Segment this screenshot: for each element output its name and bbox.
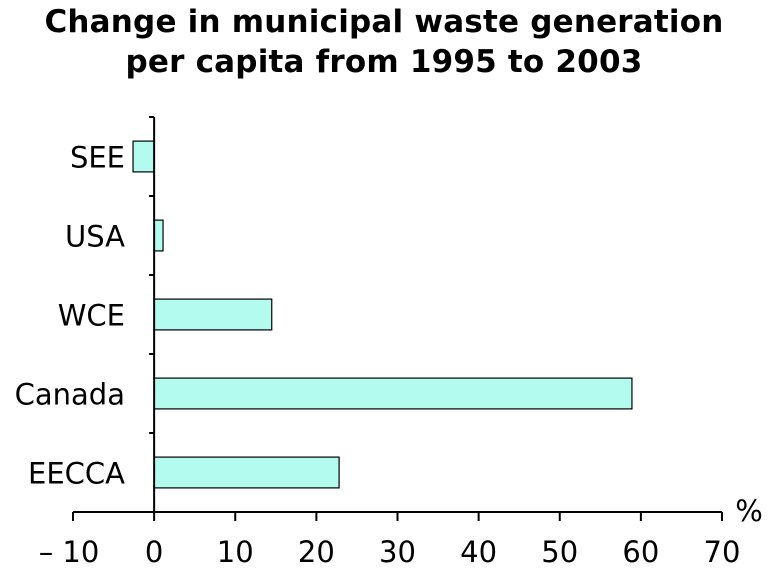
x-axis-unit-label: % bbox=[735, 494, 763, 528]
x-tick-label: 60 bbox=[622, 535, 659, 568]
bar-usa bbox=[153, 219, 164, 252]
bar-canada bbox=[153, 377, 633, 410]
bars-layer bbox=[132, 140, 633, 489]
x-tick-label: 40 bbox=[460, 535, 497, 568]
chart-title-line-1: Change in municipal waste generation bbox=[44, 4, 724, 40]
category-label-see: SEE bbox=[70, 141, 125, 175]
category-label-usa: USA bbox=[65, 220, 125, 254]
bar-eecca bbox=[153, 456, 340, 489]
category-label-canada: Canada bbox=[15, 378, 125, 412]
axes-layer bbox=[72, 116, 723, 521]
x-tick-label: 50 bbox=[541, 535, 578, 568]
category-label-eecca: EECCA bbox=[28, 457, 125, 491]
category-label-wce: WCE bbox=[58, 299, 125, 333]
labels-layer: SEE USA WCE Canada EECCA – 10 0 10 20 30 40 50 60 70% bbox=[15, 141, 763, 568]
x-tick-label: 30 bbox=[379, 535, 416, 568]
x-tick-label: – 10 bbox=[39, 535, 100, 568]
chart-title-line-2: per capita from 1995 to 2003 bbox=[125, 44, 643, 80]
x-tick-label: 70 bbox=[704, 535, 741, 568]
x-tick-label: 0 bbox=[145, 535, 163, 568]
x-tick-label: 20 bbox=[298, 535, 335, 568]
x-tick-label: 10 bbox=[217, 535, 254, 568]
bar-see bbox=[132, 140, 155, 173]
bar-wce bbox=[153, 298, 273, 331]
chart-title: Change in municipal waste generation per… bbox=[0, 2, 768, 82]
